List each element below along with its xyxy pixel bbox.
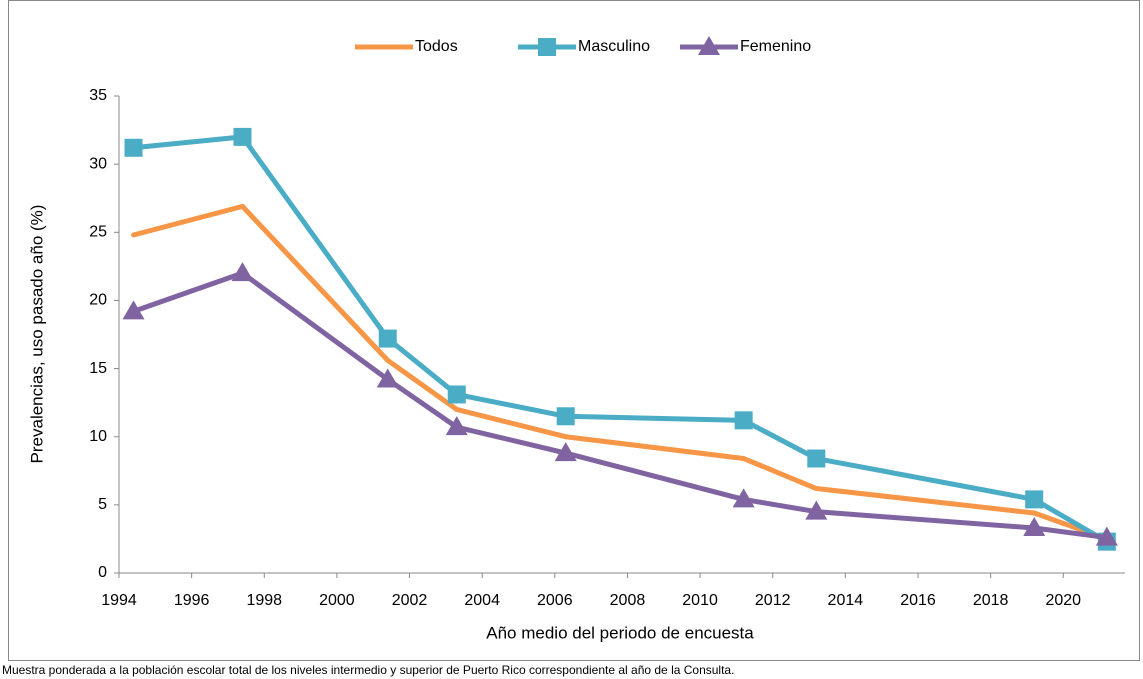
x-tick-label: 2016 <box>900 592 936 609</box>
marker <box>1025 490 1044 509</box>
marker <box>231 262 254 282</box>
marker <box>732 488 755 508</box>
marker <box>445 416 468 436</box>
legend-label: Femenino <box>740 38 811 55</box>
marker <box>1023 517 1046 537</box>
x-tick-label: 1998 <box>246 592 282 609</box>
x-tick-label: 2014 <box>828 592 864 609</box>
marker <box>233 127 252 146</box>
x-tick-label: 1996 <box>174 592 210 609</box>
marker <box>734 411 753 430</box>
x-tick-label: 2012 <box>755 592 791 609</box>
y-tick-label: 20 <box>89 292 107 309</box>
marker <box>376 368 399 388</box>
footnote: Muestra ponderada a la población escolar… <box>2 663 734 677</box>
legend-label: Todos <box>415 38 458 55</box>
point <box>1031 510 1037 516</box>
series-line <box>132 270 1108 541</box>
point <box>813 486 819 492</box>
chart-frame <box>8 0 1140 661</box>
y-tick-label: 0 <box>98 564 107 581</box>
x-tick-label: 2020 <box>1045 592 1081 609</box>
series-line <box>132 203 1108 542</box>
y-tick-label: 10 <box>89 428 107 445</box>
x-tick-label: 2002 <box>392 592 428 609</box>
marker <box>1095 526 1118 546</box>
point <box>385 357 391 363</box>
x-tick-label: 2018 <box>973 592 1009 609</box>
x-tick-label: 1994 <box>101 592 137 609</box>
marker <box>378 329 397 348</box>
y-tick-label: 30 <box>89 155 107 172</box>
point <box>239 203 245 209</box>
y-tick-label: 5 <box>98 496 107 513</box>
marker <box>538 38 556 56</box>
y-tick-label: 25 <box>89 224 107 241</box>
marker <box>556 407 575 426</box>
x-tick-label: 2004 <box>464 592 500 609</box>
y-axis-title: Prevalencias, uso pasado año (%) <box>27 205 46 464</box>
point <box>454 406 460 412</box>
point <box>563 434 569 440</box>
point <box>741 456 747 462</box>
x-tick-label: 2000 <box>319 592 355 609</box>
marker <box>554 442 577 462</box>
y-tick-label: 15 <box>89 360 107 377</box>
point <box>131 232 137 238</box>
x-axis-title: Año medio del periodo de encuesta <box>486 623 754 642</box>
marker <box>805 500 828 520</box>
marker <box>447 385 466 404</box>
series-line <box>133 134 1109 544</box>
y-tick-label: 35 <box>89 87 107 104</box>
marker <box>124 138 143 157</box>
x-tick-label: 2008 <box>610 592 646 609</box>
marker <box>122 300 145 320</box>
marker <box>698 36 720 55</box>
x-tick-label: 2006 <box>537 592 573 609</box>
marker <box>807 449 826 468</box>
x-tick-label: 2010 <box>682 592 718 609</box>
legend-label: Masculino <box>578 38 650 55</box>
